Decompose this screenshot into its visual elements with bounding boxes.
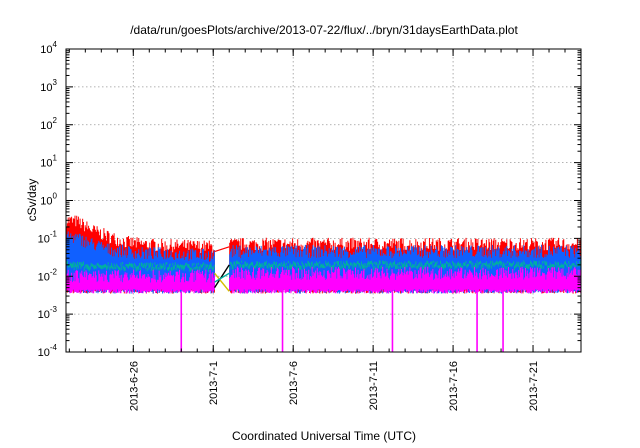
y-axis-label: cSv/day xyxy=(25,179,39,222)
y-tick-label: 103 xyxy=(40,78,57,94)
gap-connector-4 xyxy=(213,264,230,289)
x-tick-label: 2013-6-26 xyxy=(128,361,140,411)
y-tick-label: 10-3 xyxy=(38,305,58,321)
x-tick-label: 2013-7-6 xyxy=(288,361,300,405)
gap-connector-5 xyxy=(214,272,230,292)
y-tick-label: 10-2 xyxy=(38,267,58,283)
y-tick-label: 102 xyxy=(40,116,57,132)
x-tick-label: 2013-7-16 xyxy=(448,361,460,411)
data-series xyxy=(66,215,582,352)
x-tick-label: 2013-7-21 xyxy=(528,361,540,411)
y-tick-label: 104 xyxy=(40,40,57,56)
y-tick-label: 10-1 xyxy=(38,229,58,245)
x-axis-label: Coordinated Universal Time (UTC) xyxy=(232,429,416,443)
y-tick-label: 10-4 xyxy=(38,343,58,359)
y-tick-labels: 10-4 10-3 10-2 10-1 100 101 102 103 104 xyxy=(38,40,58,359)
x-tick-label: 2013-7-11 xyxy=(368,361,380,410)
axis-ticks xyxy=(66,48,581,353)
gap-connector-teal xyxy=(214,272,230,283)
x-tick-labels: 2013-6-26 2013-7-1 2013-7-6 2013-7-11 2013-7… xyxy=(128,361,540,411)
x-tick-label: 2013-7-1 xyxy=(208,361,220,405)
chart-title: /data/run/goesPlots/archive/2013-07-22/f… xyxy=(130,23,518,37)
y-tick-label: 101 xyxy=(40,154,57,170)
gap-connector-red xyxy=(214,246,230,253)
y-tick-label: 100 xyxy=(40,192,57,208)
